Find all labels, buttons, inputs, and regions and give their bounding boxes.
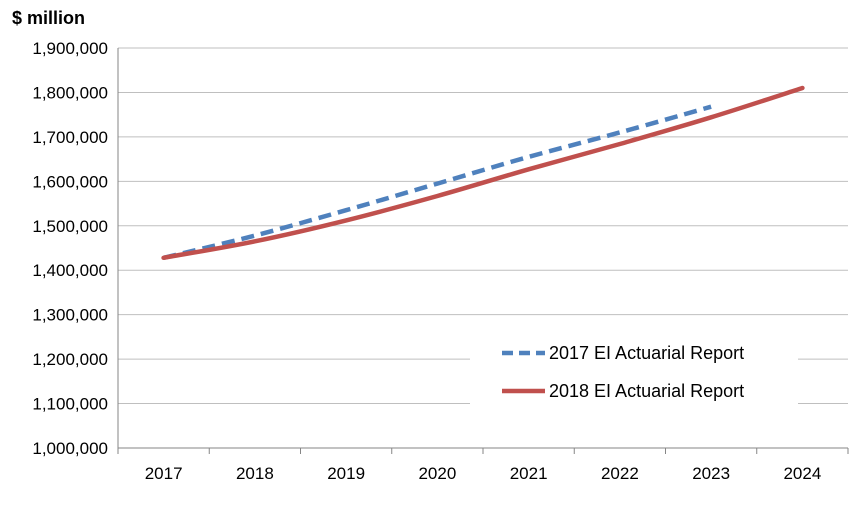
y-tick-label: 1,500,000 xyxy=(32,217,108,236)
y-tick-label: 1,600,000 xyxy=(32,172,108,191)
legend-entry-2018-report: 2018 EI Actuarial Report xyxy=(502,381,744,401)
legend: 2017 EI Actuarial Report 2018 EI Actuaria… xyxy=(470,334,798,406)
legend-box xyxy=(470,334,798,406)
x-tick-label: 2021 xyxy=(510,464,548,483)
y-tick-label: 1,400,000 xyxy=(32,261,108,280)
x-tick-label: 2019 xyxy=(327,464,365,483)
x-tick-label: 2020 xyxy=(418,464,456,483)
series-line-2018-report xyxy=(161,85,805,261)
legend-label: 2017 EI Actuarial Report xyxy=(549,343,744,363)
y-tick-label: 1,900,000 xyxy=(32,39,108,58)
y-tick-label: 1,700,000 xyxy=(32,128,108,147)
y-tick-label: 1,200,000 xyxy=(32,350,108,369)
y-axis-title: $ million xyxy=(12,8,86,28)
x-axis-ticks: 2017 2018 2019 2020 2021 2022 2023 2024 xyxy=(117,448,849,483)
x-tick-label: 2022 xyxy=(601,464,639,483)
legend-label: 2018 EI Actuarial Report xyxy=(549,381,744,401)
x-tick-label: 2023 xyxy=(692,464,730,483)
legend-entry-2017-report: 2017 EI Actuarial Report xyxy=(502,343,744,363)
y-tick-label: 1,100,000 xyxy=(32,395,108,414)
y-tick-label: 1,300,000 xyxy=(32,306,108,325)
x-tick-label: 2018 xyxy=(236,464,274,483)
y-tick-label: 1,800,000 xyxy=(32,83,108,102)
x-tick-label: 2024 xyxy=(783,464,821,483)
series-line-2017-report xyxy=(163,104,712,260)
y-axis-ticks: 1,000,000 1,100,000 1,200,000 1,300,000 1,40… xyxy=(32,39,108,458)
x-tick-label: 2017 xyxy=(145,464,183,483)
y-tick-label: 1,000,000 xyxy=(32,439,108,458)
